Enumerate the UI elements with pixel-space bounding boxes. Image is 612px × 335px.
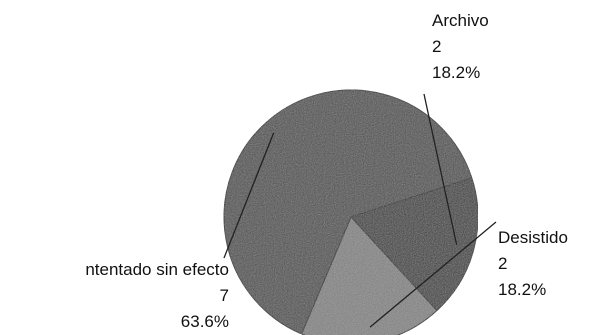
leader-line-2 bbox=[369, 221, 497, 328]
slice-count: 7 bbox=[220, 286, 229, 305]
pie-slice-2 bbox=[300, 216, 438, 335]
slice-percent: 63.6% bbox=[181, 312, 229, 331]
slice-percent: 18.2% bbox=[498, 280, 546, 299]
leader-line-1 bbox=[423, 93, 458, 245]
slice-label-3: ntentado sin efecto 7 63.6% bbox=[85, 260, 229, 331]
slice-count: 2 bbox=[498, 254, 507, 273]
leader-line-3 bbox=[223, 132, 275, 259]
pie-labels: Archivo 2 18.2% Desistido 2 18.2% ntentado sin… bbox=[85, 11, 568, 331]
pie-leader-lines bbox=[223, 93, 497, 328]
slice-label-2: Desistido 2 18.2% bbox=[498, 228, 568, 299]
slice-name: Desistido bbox=[498, 228, 568, 247]
pie-slices bbox=[223, 89, 479, 335]
slice-label-1: Archivo 2 18.2% bbox=[432, 11, 489, 82]
slice-name: ntentado sin efecto bbox=[85, 260, 229, 279]
slice-name: Archivo bbox=[432, 11, 489, 30]
pie-slice-1 bbox=[350, 177, 479, 312]
pie-slice-3 bbox=[223, 89, 473, 335]
slice-percent: 18.2% bbox=[432, 63, 480, 82]
slice-count: 2 bbox=[432, 37, 441, 56]
